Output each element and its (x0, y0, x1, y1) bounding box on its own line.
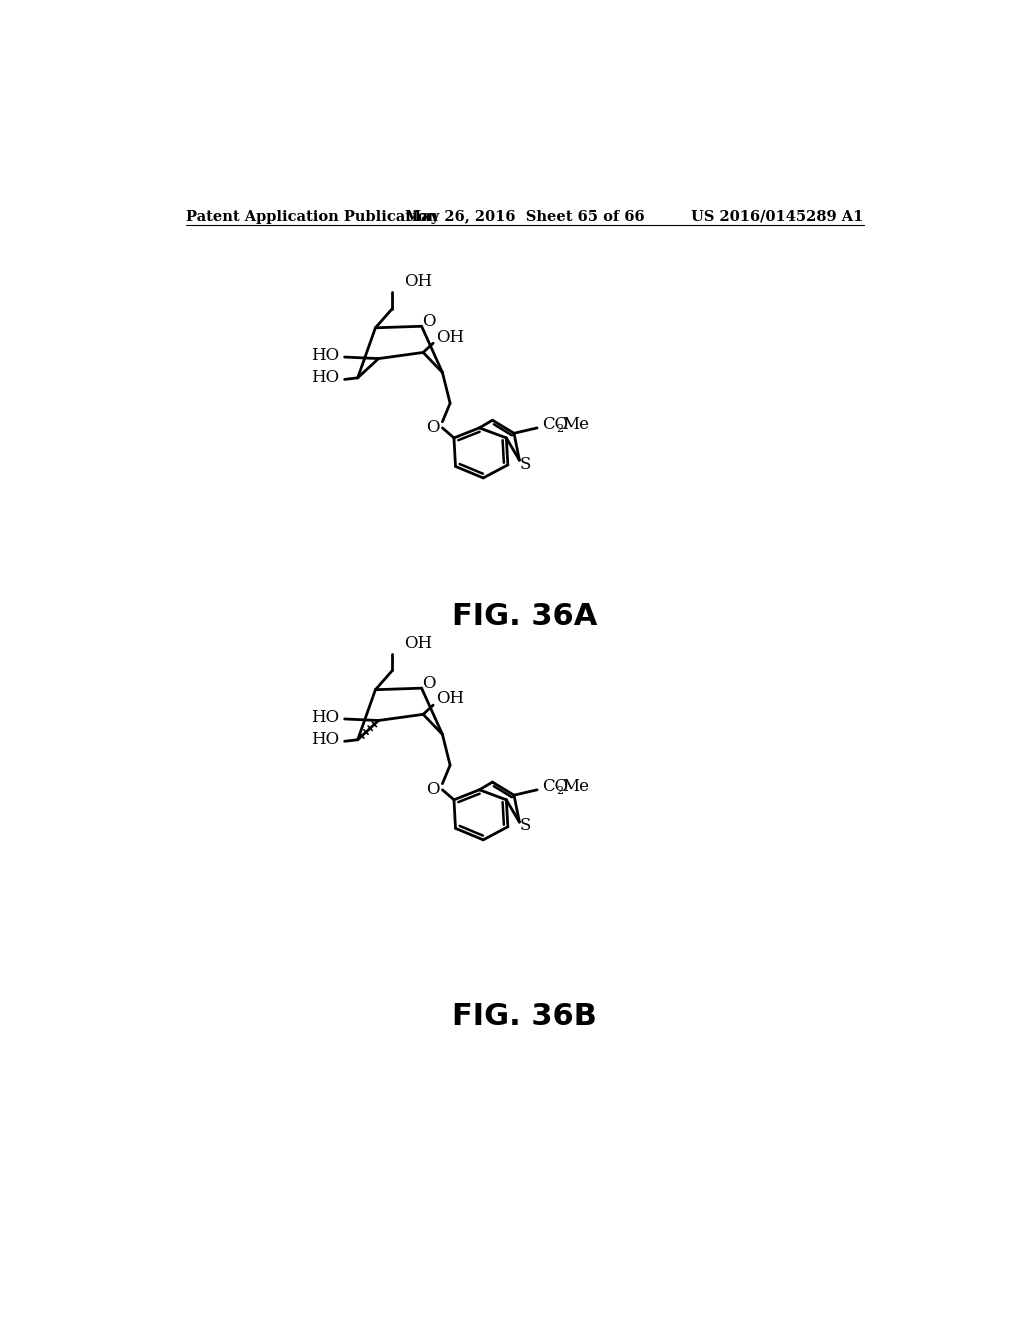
Text: FIG. 36B: FIG. 36B (453, 1002, 597, 1031)
Text: OH: OH (403, 635, 432, 652)
Text: OH: OH (436, 690, 464, 708)
Text: O: O (423, 313, 436, 330)
Text: 2: 2 (556, 424, 563, 434)
Text: O: O (426, 781, 440, 799)
Text: S: S (520, 455, 531, 473)
Text: O: O (423, 675, 436, 692)
Text: Me: Me (562, 416, 589, 433)
Text: O: O (426, 420, 440, 437)
Text: CO: CO (542, 416, 568, 433)
Text: HO: HO (310, 370, 339, 387)
Text: 2: 2 (556, 785, 563, 796)
Text: FIG. 36A: FIG. 36A (453, 602, 597, 631)
Text: Patent Application Publication: Patent Application Publication (186, 210, 438, 224)
Text: HO: HO (310, 731, 339, 748)
Text: HO: HO (310, 347, 339, 364)
Text: US 2016/0145289 A1: US 2016/0145289 A1 (691, 210, 863, 224)
Text: May 26, 2016  Sheet 65 of 66: May 26, 2016 Sheet 65 of 66 (404, 210, 645, 224)
Text: CO: CO (542, 779, 568, 795)
Text: S: S (520, 817, 531, 834)
Text: OH: OH (403, 273, 432, 290)
Text: HO: HO (310, 709, 339, 726)
Text: OH: OH (436, 329, 464, 346)
Text: Me: Me (562, 779, 589, 795)
